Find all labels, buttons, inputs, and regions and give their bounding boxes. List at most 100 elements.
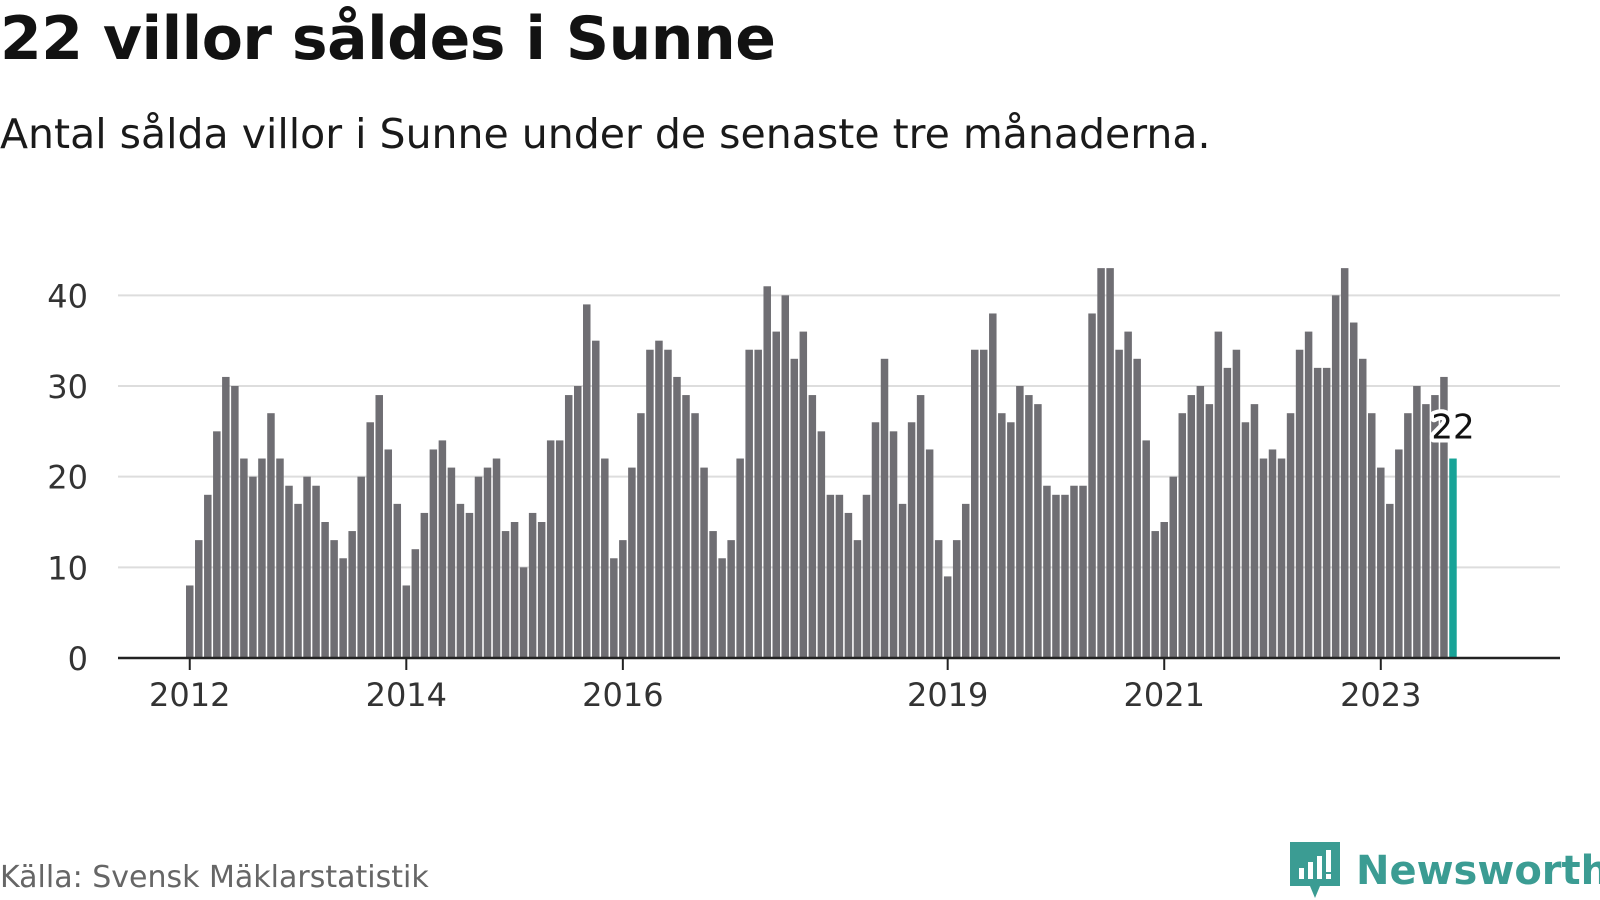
bar xyxy=(546,440,555,658)
bar xyxy=(1016,386,1024,658)
bar xyxy=(971,349,979,658)
bar xyxy=(1214,331,1223,658)
bar xyxy=(835,494,844,658)
bar xyxy=(249,476,257,658)
bar xyxy=(808,395,817,658)
bar xyxy=(483,467,492,658)
bar xyxy=(628,467,636,658)
bar xyxy=(519,567,528,658)
x-tick-label: 2021 xyxy=(1124,676,1205,714)
bar xyxy=(961,503,970,658)
bar xyxy=(420,512,429,658)
bar xyxy=(980,349,988,658)
bar xyxy=(1079,485,1087,658)
bar xyxy=(637,413,645,658)
bar xyxy=(817,431,826,658)
bar xyxy=(998,413,1006,658)
y-tick-label: 30 xyxy=(47,368,88,406)
bar xyxy=(790,358,799,658)
bar xyxy=(727,540,735,658)
bar xyxy=(1250,404,1259,658)
bar xyxy=(465,512,474,658)
bar xyxy=(862,494,871,658)
bar xyxy=(222,376,230,658)
bar xyxy=(907,422,916,658)
bar xyxy=(1196,386,1205,658)
bar xyxy=(1070,485,1078,658)
bar xyxy=(240,458,248,658)
bar xyxy=(989,313,997,658)
bar xyxy=(267,413,275,658)
bar xyxy=(438,440,447,658)
bar xyxy=(1431,395,1439,658)
bars xyxy=(186,268,1457,658)
brand-logo[interactable]: Newsworthy xyxy=(1290,842,1600,900)
bar xyxy=(1377,467,1385,658)
bar xyxy=(321,522,329,658)
bar xyxy=(213,431,221,658)
bar xyxy=(1368,413,1376,658)
bar xyxy=(898,503,907,658)
bar xyxy=(880,358,889,658)
bar xyxy=(1295,349,1304,658)
bar xyxy=(1349,322,1358,658)
bar xyxy=(573,386,582,658)
bar xyxy=(447,467,456,658)
bar xyxy=(357,476,365,658)
bar xyxy=(186,585,194,658)
bar xyxy=(1043,485,1051,658)
bar xyxy=(1178,413,1187,658)
bar xyxy=(1142,440,1150,658)
bar xyxy=(1422,404,1430,658)
bar xyxy=(1160,522,1168,658)
bar xyxy=(583,304,591,658)
chart-title: 22 villor såldes i Sunne xyxy=(0,4,776,74)
bar xyxy=(691,413,699,658)
bar xyxy=(1205,404,1214,658)
bar xyxy=(1115,349,1123,658)
bar xyxy=(204,494,212,658)
bar xyxy=(1169,476,1178,658)
bar-chart: 0 10 20 30 40 2012 2014 2016 2019 2021 2023 22 xyxy=(47,268,1560,714)
bar xyxy=(528,512,537,658)
newsworthy-logo-icon xyxy=(1290,842,1340,898)
bar xyxy=(1304,331,1313,658)
bar xyxy=(943,576,952,658)
bar xyxy=(411,549,420,658)
bar xyxy=(258,458,266,658)
bar xyxy=(303,476,311,658)
chart-subtitle: Antal sålda villor i Sunne under de sena… xyxy=(0,110,1211,158)
bar xyxy=(1232,349,1241,658)
bar xyxy=(1241,422,1250,658)
bar xyxy=(925,449,934,658)
bar xyxy=(276,458,284,658)
bar xyxy=(348,531,356,658)
x-tick-label: 2014 xyxy=(366,676,447,714)
bar xyxy=(610,558,618,658)
bar xyxy=(619,540,627,658)
bar xyxy=(510,522,519,658)
bar xyxy=(1386,503,1394,658)
bar xyxy=(555,440,564,658)
y-axis-labels: 0 10 20 30 40 xyxy=(47,277,88,678)
bar xyxy=(916,395,925,658)
bar xyxy=(601,458,609,658)
bar xyxy=(231,386,239,658)
bar xyxy=(1052,494,1060,658)
bar xyxy=(285,485,293,658)
bar xyxy=(1259,458,1268,658)
bar xyxy=(1331,295,1340,658)
bar xyxy=(1106,268,1114,658)
bar xyxy=(1034,404,1042,658)
bar xyxy=(745,349,753,658)
x-tick-label: 2012 xyxy=(149,676,230,714)
bar xyxy=(763,286,771,658)
bar xyxy=(1440,376,1448,658)
bar xyxy=(799,331,808,658)
bar xyxy=(1124,331,1132,658)
bar xyxy=(718,558,726,658)
bar xyxy=(366,422,374,658)
bar xyxy=(1268,449,1277,658)
bar xyxy=(871,422,880,658)
bar xyxy=(655,340,663,658)
